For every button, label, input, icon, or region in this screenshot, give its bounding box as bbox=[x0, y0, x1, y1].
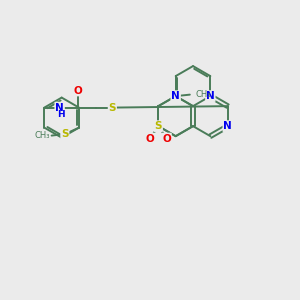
Text: CH₃: CH₃ bbox=[196, 90, 211, 99]
Text: N: N bbox=[223, 121, 232, 131]
Text: N: N bbox=[171, 91, 180, 101]
Text: CH₃: CH₃ bbox=[35, 131, 50, 140]
Text: H: H bbox=[57, 110, 65, 118]
Text: S: S bbox=[109, 103, 116, 112]
Text: O: O bbox=[162, 134, 171, 143]
Text: N: N bbox=[206, 91, 215, 101]
Text: S: S bbox=[61, 129, 69, 139]
Text: S: S bbox=[154, 121, 162, 131]
Text: O: O bbox=[74, 85, 82, 95]
Text: N: N bbox=[55, 103, 64, 112]
Text: O: O bbox=[146, 134, 154, 143]
